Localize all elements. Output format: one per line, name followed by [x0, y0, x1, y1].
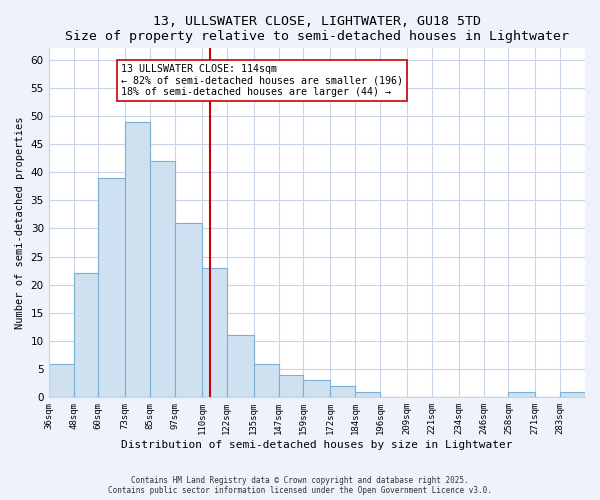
Bar — [175, 223, 202, 398]
Bar — [355, 392, 380, 398]
Bar — [254, 364, 278, 398]
Bar — [150, 161, 175, 398]
Bar — [278, 375, 304, 398]
Bar — [560, 392, 585, 398]
Text: 13 ULLSWATER CLOSE: 114sqm
← 82% of semi-detached houses are smaller (196)
18% o: 13 ULLSWATER CLOSE: 114sqm ← 82% of semi… — [121, 64, 403, 97]
Title: 13, ULLSWATER CLOSE, LIGHTWATER, GU18 5TD
Size of property relative to semi-deta: 13, ULLSWATER CLOSE, LIGHTWATER, GU18 5T… — [65, 15, 569, 43]
Bar — [74, 274, 98, 398]
Bar — [227, 336, 254, 398]
Bar — [202, 268, 227, 398]
Bar — [98, 178, 125, 398]
Bar — [330, 386, 355, 398]
Bar — [125, 122, 150, 398]
X-axis label: Distribution of semi-detached houses by size in Lightwater: Distribution of semi-detached houses by … — [121, 440, 512, 450]
Y-axis label: Number of semi-detached properties: Number of semi-detached properties — [15, 116, 25, 329]
Bar — [49, 364, 74, 398]
Bar — [304, 380, 330, 398]
Text: Contains HM Land Registry data © Crown copyright and database right 2025.
Contai: Contains HM Land Registry data © Crown c… — [108, 476, 492, 495]
Bar — [508, 392, 535, 398]
